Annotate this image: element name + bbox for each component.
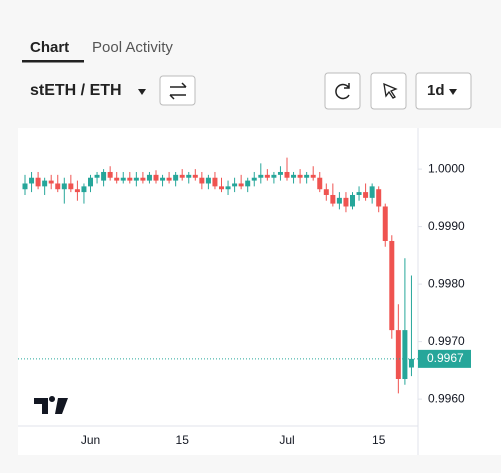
candle-body [114, 177, 120, 181]
candle-body [192, 174, 198, 178]
candle-body [133, 177, 139, 181]
candle-body [42, 180, 48, 187]
candle-body [127, 177, 133, 181]
candle-body [232, 183, 238, 187]
x-tick-label: Jul [279, 433, 294, 447]
tab-chart[interactable]: Chart [30, 39, 69, 56]
swap-button[interactable] [159, 75, 196, 106]
candle-body [395, 330, 401, 379]
candle-body [356, 192, 362, 195]
y-tick-label: 0.9960 [428, 391, 465, 405]
candle-body [101, 171, 107, 181]
candle-body [258, 174, 264, 178]
candle-body [284, 171, 290, 178]
candle-body [330, 194, 336, 204]
candle-body [225, 186, 231, 190]
candle-body [88, 177, 93, 187]
candle-body [140, 177, 146, 181]
candle-body [245, 180, 251, 187]
y-tick-label: 0.9990 [428, 219, 465, 233]
y-tick-label: 1.0000 [428, 161, 465, 175]
candle-body [369, 186, 375, 198]
candle-body [199, 177, 205, 184]
refresh-icon [335, 83, 350, 100]
candle-body [297, 174, 303, 178]
candle-body [68, 183, 74, 190]
candle-body [336, 197, 342, 204]
candle-body [120, 177, 126, 181]
candle-body [166, 177, 172, 181]
candle-body [323, 189, 329, 195]
candle-body [408, 358, 414, 368]
candle-body [212, 177, 218, 187]
candle-body [173, 174, 179, 181]
candle-body [94, 174, 100, 178]
tab-pool-activity[interactable]: Pool Activity [92, 39, 173, 56]
interval-button[interactable] [415, 72, 472, 110]
y-tick-label: 0.9970 [428, 334, 465, 348]
candle-body [55, 183, 61, 190]
candle-body [35, 177, 41, 187]
candle-body [402, 330, 408, 379]
candle-body [363, 192, 369, 198]
candle-body [271, 174, 277, 178]
refresh-button[interactable] [324, 72, 361, 110]
candle-body [205, 177, 211, 184]
swap-icon [169, 82, 187, 100]
candle-body [74, 189, 80, 193]
caret [449, 89, 457, 95]
candle-body [264, 174, 270, 178]
candle-body [350, 194, 355, 207]
candle-body [61, 183, 67, 190]
x-tick-label: 15 [372, 433, 386, 447]
last-price-box [418, 349, 471, 368]
y-tick-label: 0.9980 [428, 276, 465, 290]
candle-body [107, 171, 113, 178]
candle-body [343, 197, 349, 207]
candle-body [179, 174, 185, 178]
candle-body [389, 240, 395, 331]
caret [138, 89, 146, 95]
candle-body [251, 177, 257, 181]
last-price-label: 0.9967 [427, 351, 464, 365]
candle-body [238, 183, 244, 187]
candle-body [146, 174, 152, 181]
candle-body [219, 186, 224, 190]
cursor-icon [383, 82, 398, 99]
interval-label: 1d [427, 82, 445, 99]
tradingview-logo [34, 396, 68, 414]
candle-body [376, 189, 382, 207]
cursor-button[interactable] [370, 72, 407, 110]
candle-body [22, 183, 28, 190]
candle-body [310, 174, 316, 178]
candle-body [81, 186, 87, 193]
candle-body [277, 171, 283, 175]
candle-body [186, 174, 192, 178]
candle-body [160, 177, 166, 181]
candle-body [382, 206, 388, 241]
chart-area [18, 128, 501, 455]
candle-body [317, 177, 323, 190]
candle-body [48, 180, 54, 184]
candle-body [29, 177, 35, 184]
candle-body [291, 174, 297, 178]
x-tick-label: 15 [176, 433, 190, 447]
tab-underline [22, 60, 84, 63]
candle-body [304, 174, 310, 178]
candle-body [153, 174, 159, 181]
x-tick-label: Jun [81, 433, 100, 447]
pair-selector[interactable]: stETH / ETH [30, 82, 122, 99]
